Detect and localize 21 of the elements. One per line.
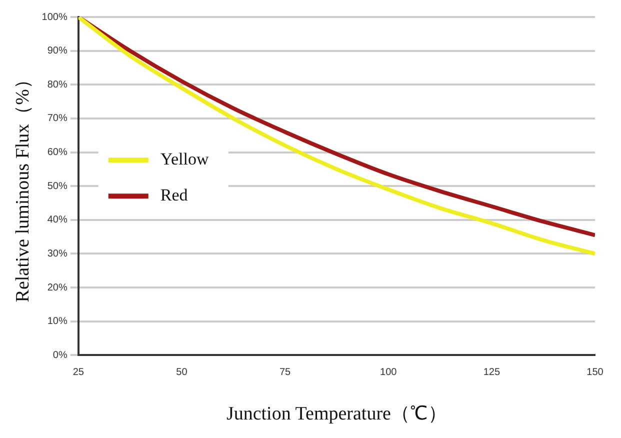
y-axis-title: Relative luminous Flux（%） (12, 70, 34, 302)
legend-label: Red (160, 186, 188, 205)
x-tick-label: 100 (380, 366, 398, 378)
y-tick-label: 10% (47, 316, 68, 328)
x-tick-label: 25 (72, 366, 84, 378)
x-tick-label: 125 (483, 366, 500, 378)
y-tick-label: 40% (47, 214, 68, 226)
y-tick-label: 30% (47, 248, 68, 260)
y-tick-label: 80% (47, 79, 68, 90)
y-tick-label: 0% (52, 350, 68, 361)
x-tick-label: 75 (279, 366, 292, 378)
y-tick-label: 90% (47, 46, 68, 57)
x-tick-label: 50 (176, 366, 188, 378)
y-tick-label: 60% (47, 147, 68, 158)
x-axis-title: Junction Temperature（℃） (226, 404, 447, 425)
x-tick-label: 150 (586, 366, 604, 378)
y-tick-label: 20% (47, 282, 68, 294)
y-tick-label: 50% (47, 180, 68, 192)
legend-label: Yellow (160, 150, 210, 169)
y-tick-label: 70% (47, 113, 68, 124)
y-tick-label: 100% (42, 12, 68, 23)
